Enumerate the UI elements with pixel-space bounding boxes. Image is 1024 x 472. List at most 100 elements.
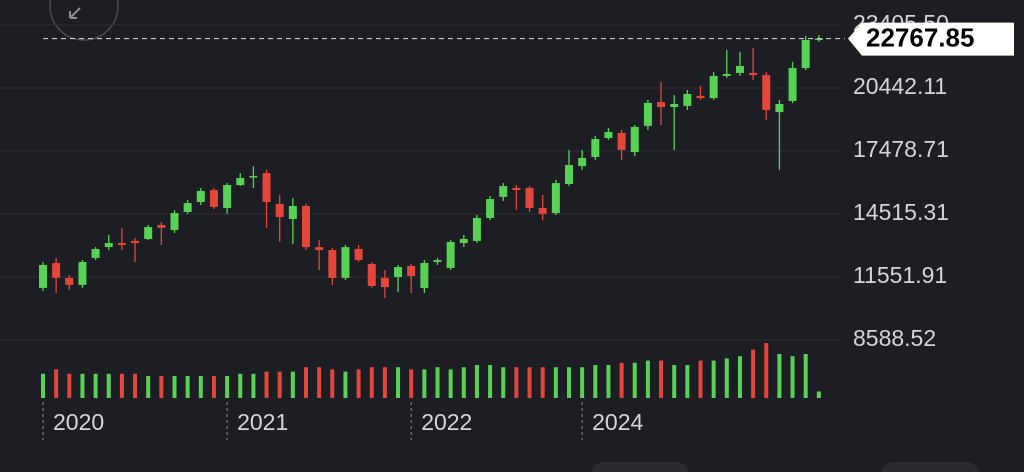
candle-body xyxy=(814,38,823,41)
candle-body xyxy=(775,103,784,113)
candle-body xyxy=(420,263,429,288)
volume-bar xyxy=(790,356,795,398)
volume-bar xyxy=(580,367,585,398)
y-tick-label: 8588.52 xyxy=(853,325,936,351)
volume-bar xyxy=(304,367,308,398)
candle-body xyxy=(525,187,534,208)
candle-body xyxy=(538,207,547,214)
expand-button[interactable] xyxy=(49,0,119,41)
volume-bar xyxy=(619,362,624,398)
volume-bar xyxy=(737,356,742,398)
volume-bar xyxy=(448,369,453,398)
candle-body xyxy=(183,203,192,212)
y-tick-label: 17478.71 xyxy=(853,136,949,162)
volume-bar xyxy=(724,358,729,398)
bottom-pill xyxy=(590,462,690,472)
y-tick-label: 11551.91 xyxy=(853,262,947,288)
volume-bar xyxy=(93,373,98,398)
volume-bar xyxy=(711,360,716,398)
candle-body xyxy=(486,199,495,218)
volume-bar xyxy=(553,367,558,398)
volume-bar xyxy=(422,369,427,398)
candle-body xyxy=(565,165,573,184)
volume-bar xyxy=(751,349,756,398)
candle-body xyxy=(762,75,771,110)
volume-bar xyxy=(172,376,177,398)
volume-bar xyxy=(514,367,519,398)
candle-body xyxy=(157,224,166,228)
candle-body xyxy=(104,243,113,248)
candle-body xyxy=(788,68,797,102)
candle-body xyxy=(670,103,679,107)
volume-bar xyxy=(593,365,598,398)
volume-bar xyxy=(290,371,295,398)
volume-bar xyxy=(67,373,72,398)
candle-body xyxy=(275,203,284,218)
volume-bar xyxy=(106,373,111,398)
x-tick-label: 2020 xyxy=(53,409,104,435)
volume-bar xyxy=(41,373,45,398)
candle-body xyxy=(551,183,560,214)
candle-body xyxy=(735,65,744,73)
candle-body xyxy=(433,260,442,262)
last-price-box xyxy=(848,22,1014,56)
volume-bar xyxy=(185,376,190,398)
candle-body xyxy=(683,94,692,106)
candle-body xyxy=(499,186,508,197)
candle-body xyxy=(617,132,626,150)
expand-icon xyxy=(69,7,81,19)
y-tick-label: 20442.11 xyxy=(853,73,947,99)
x-tick-label: 2024 xyxy=(592,409,643,435)
candle-body xyxy=(801,40,810,69)
volume-bar xyxy=(698,360,703,398)
volume-bar xyxy=(133,373,138,398)
candle-body xyxy=(367,264,376,286)
candle-body xyxy=(249,176,258,178)
volume-bar xyxy=(225,376,230,398)
volume-bar xyxy=(461,367,466,398)
volume-bar xyxy=(777,354,782,398)
volume-bar xyxy=(238,373,243,398)
candle-body xyxy=(657,102,666,107)
candle-body xyxy=(722,74,731,76)
x-tick-label: 2021 xyxy=(237,409,288,435)
last-price-label: 22767.85 xyxy=(866,22,974,52)
candle-body xyxy=(39,264,47,288)
volume-bar xyxy=(264,371,269,398)
candle-body xyxy=(236,177,245,185)
candle-body xyxy=(117,243,126,245)
volume-bar xyxy=(343,371,348,398)
candle-body xyxy=(380,277,389,288)
candle-body xyxy=(630,126,639,153)
candle-body xyxy=(91,248,100,258)
candle-body xyxy=(604,132,613,139)
candle-body xyxy=(170,213,179,231)
candle-body xyxy=(749,72,758,76)
volume-bar xyxy=(474,365,479,398)
candle-body xyxy=(709,75,718,99)
volume-bar xyxy=(159,376,164,398)
candle-body xyxy=(578,157,587,167)
volume-bar xyxy=(146,376,151,398)
candle-body xyxy=(328,250,337,278)
volume-bar xyxy=(356,369,361,398)
volume-bar xyxy=(764,343,769,398)
candle-body xyxy=(302,206,310,248)
candle-body xyxy=(472,217,481,241)
candle-body xyxy=(407,265,416,276)
volume-bar xyxy=(501,367,506,398)
y-tick-label: 14515.31 xyxy=(853,199,949,225)
candle-body xyxy=(591,139,600,157)
candle-body xyxy=(78,261,87,285)
volume-bar xyxy=(211,376,216,398)
candle-body xyxy=(446,241,455,268)
x-tick-label: 2022 xyxy=(421,409,472,435)
volume-bar xyxy=(251,373,256,398)
volume-bar xyxy=(409,369,414,398)
volume-bar xyxy=(540,367,545,398)
volume-bar xyxy=(527,367,532,398)
bottom-pill xyxy=(880,462,980,472)
candle-body xyxy=(643,102,652,126)
candle-body xyxy=(262,173,271,202)
